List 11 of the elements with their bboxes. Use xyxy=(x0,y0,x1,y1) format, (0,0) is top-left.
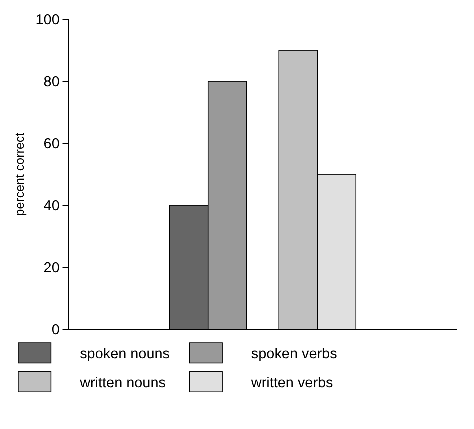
y-tick-label: 40 xyxy=(44,198,60,215)
legend-label: spoken nouns xyxy=(80,346,170,363)
y-tick-label: 80 xyxy=(44,74,60,91)
y-tick-label: 0 xyxy=(52,322,60,339)
legend-label: written verbs xyxy=(250,376,334,392)
legend-label: written nouns xyxy=(79,376,166,392)
y-tick-label: 100 xyxy=(36,12,60,29)
y-axis-title: percent correct xyxy=(13,132,28,216)
y-tick-label: 20 xyxy=(44,260,60,277)
legend-label: spoken verbs xyxy=(251,346,338,363)
y-tick-label: 60 xyxy=(44,136,60,153)
